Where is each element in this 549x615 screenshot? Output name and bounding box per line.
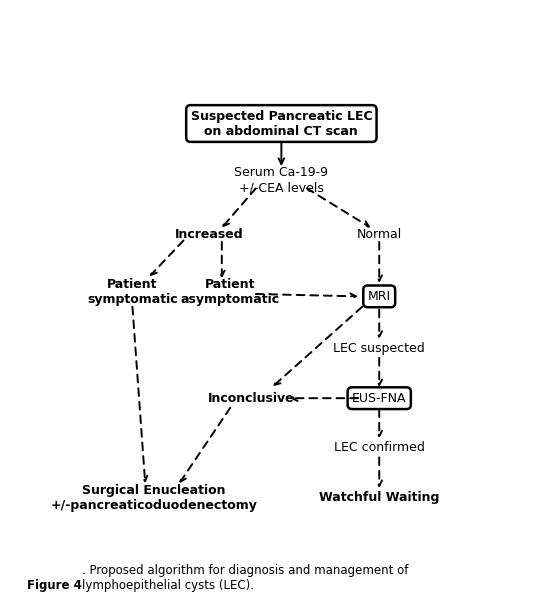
Text: Watchful Waiting: Watchful Waiting (319, 491, 439, 504)
Text: LEC confirmed: LEC confirmed (334, 442, 425, 454)
Text: Suspected Pancreatic LEC
on abdominal CT scan: Suspected Pancreatic LEC on abdominal CT… (191, 109, 372, 138)
Text: Surgical Enucleation
+/-pancreaticoduodenectomy: Surgical Enucleation +/-pancreaticoduode… (51, 483, 257, 512)
Text: Figure 4: Figure 4 (27, 579, 82, 592)
Text: MRI: MRI (368, 290, 391, 303)
Text: Normal: Normal (357, 228, 402, 241)
Text: Serum Ca-19-9
+/-CEA levels: Serum Ca-19-9 +/-CEA levels (234, 166, 328, 194)
Text: Increased: Increased (175, 228, 243, 241)
Text: Patient
asymptomatic: Patient asymptomatic (181, 277, 280, 306)
Text: LEC suspected: LEC suspected (333, 342, 425, 355)
Text: EUS-FNA: EUS-FNA (352, 392, 406, 405)
Text: Patient
symptomatic: Patient symptomatic (87, 277, 178, 306)
Text: . Proposed algorithm for diagnosis and management of
lymphoepithelial cysts (LEC: . Proposed algorithm for diagnosis and m… (82, 563, 408, 592)
Text: Inconclusive: Inconclusive (208, 392, 295, 405)
